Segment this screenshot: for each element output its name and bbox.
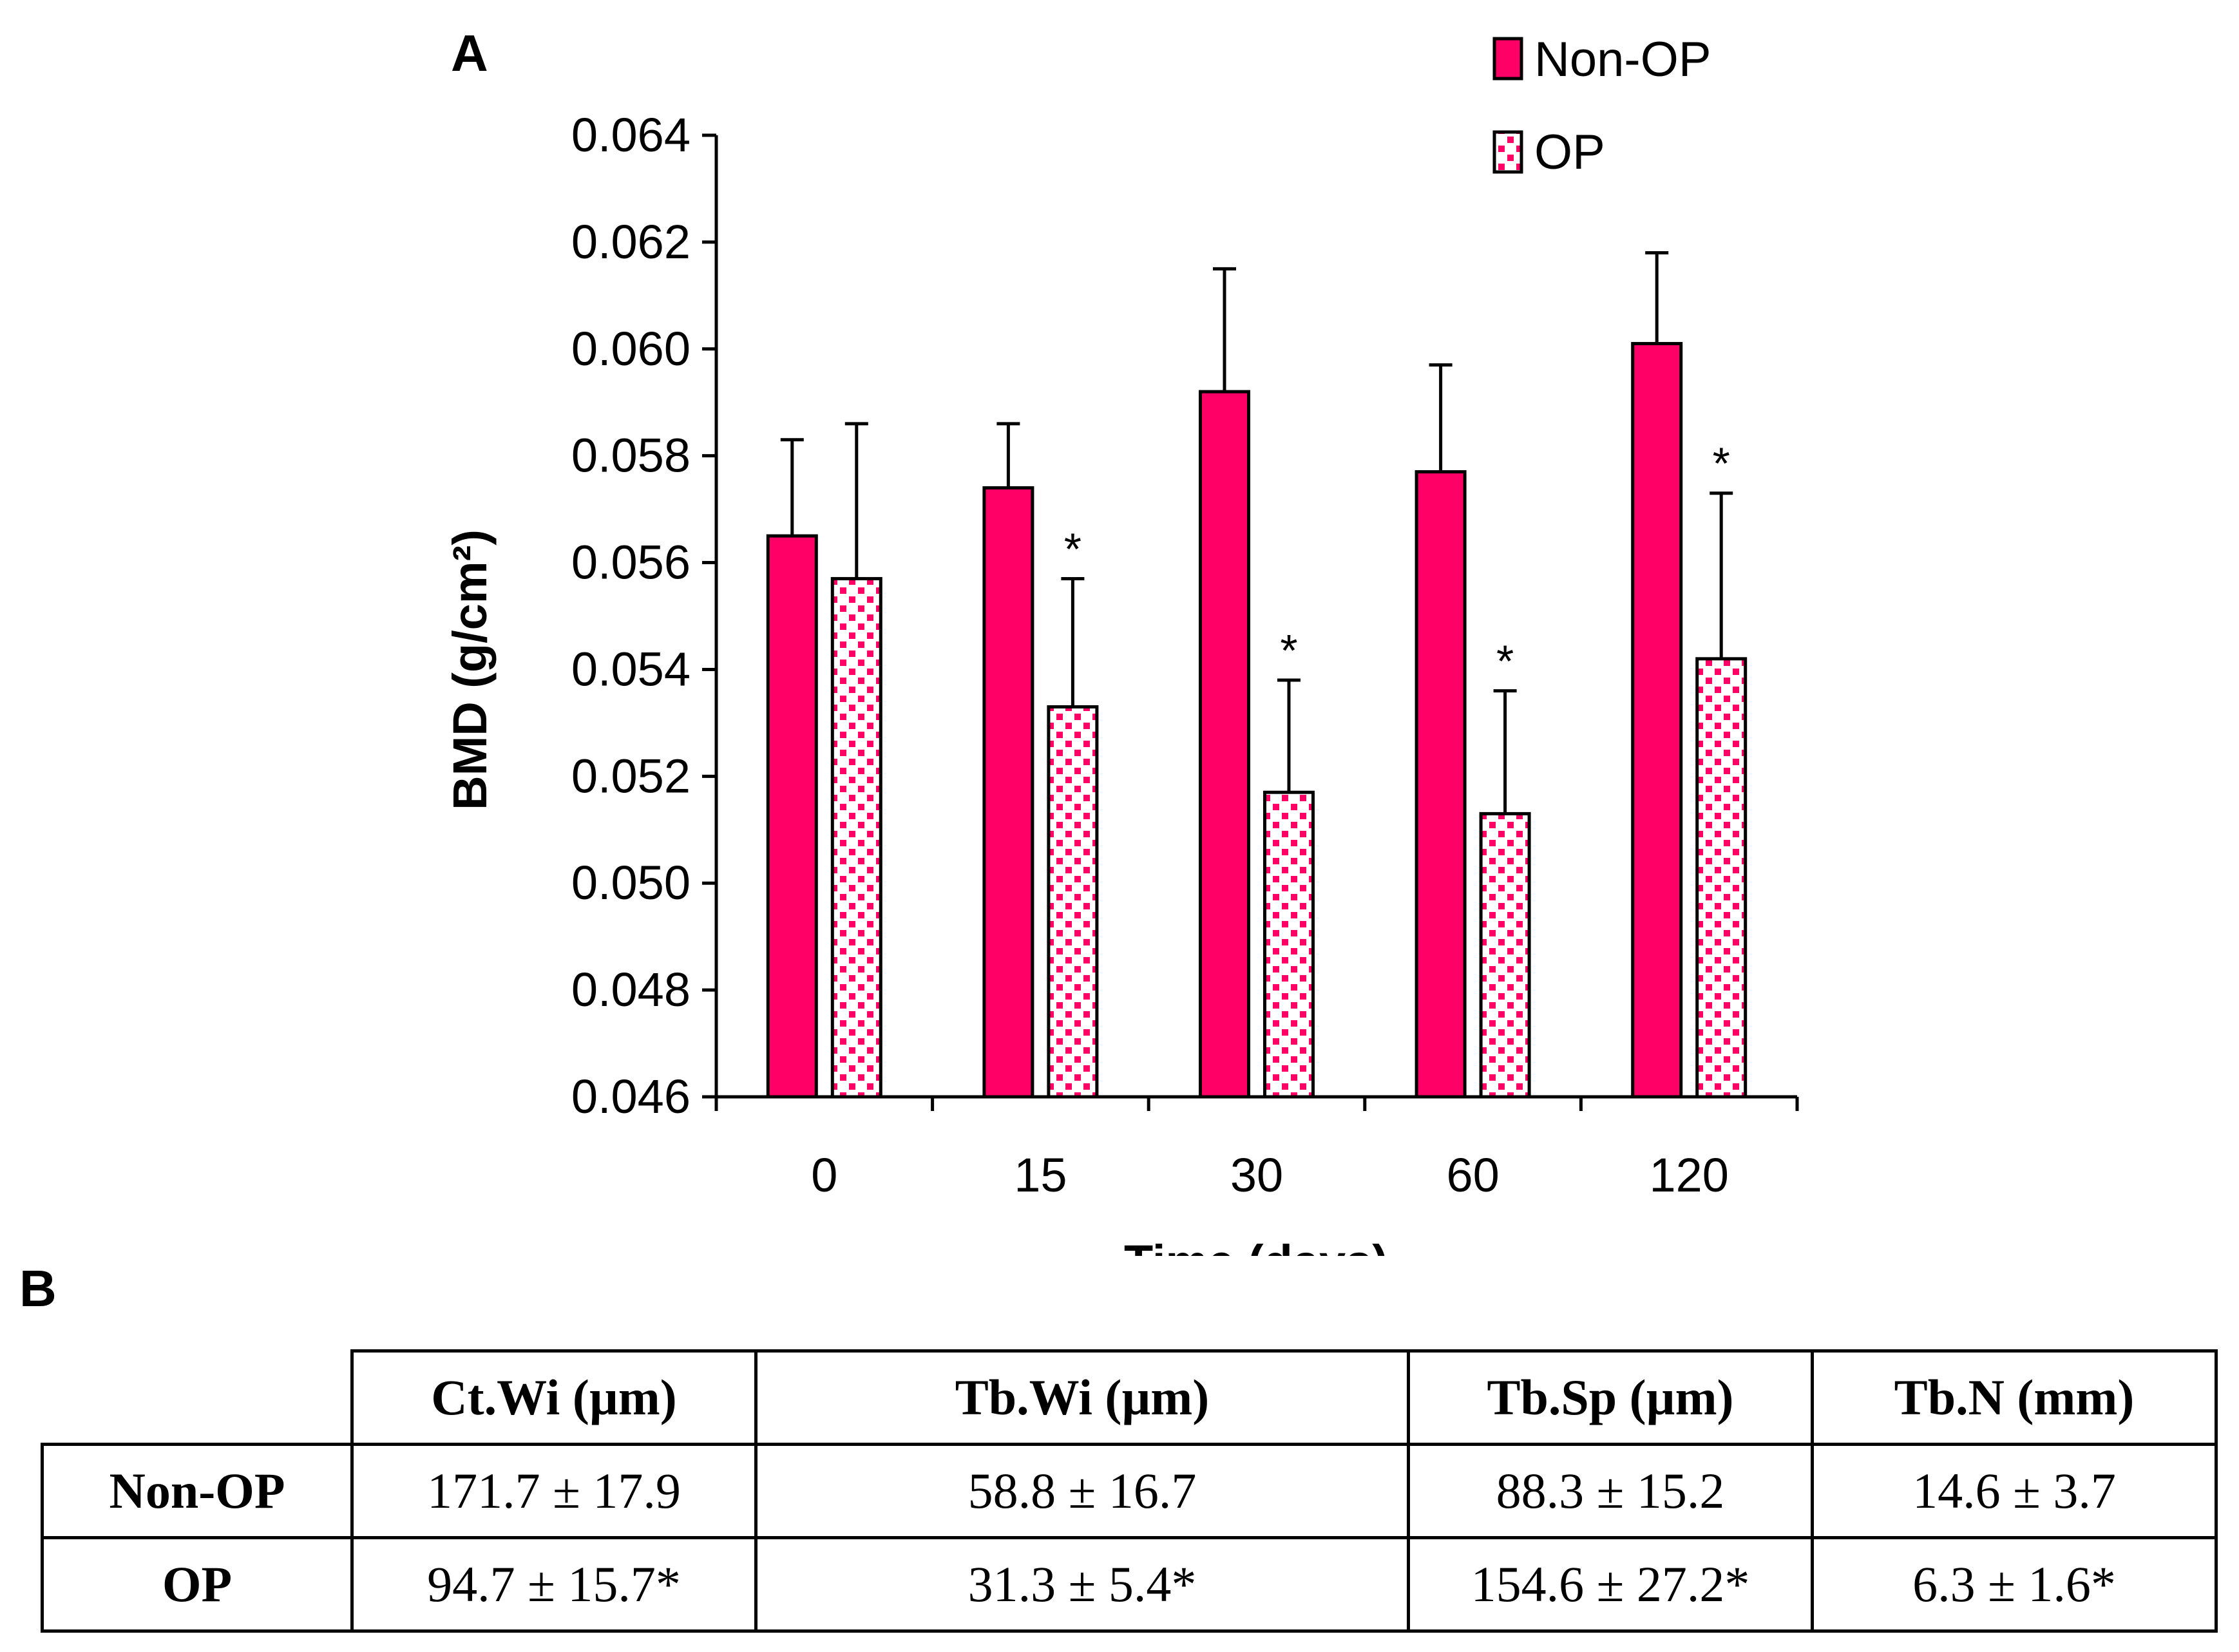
table-header-tb-n: Tb.N (mm): [1811, 1349, 2218, 1446]
table-cell: 31.3 ± 5.4*: [754, 1536, 1410, 1633]
table-row-label-op: OP: [41, 1536, 354, 1633]
y-tick-label: 0.052: [571, 749, 691, 802]
y-tick-label: 0.062: [571, 215, 691, 269]
bar-non-op: [766, 534, 818, 1099]
legend-label-non-op: Non-OP: [1534, 32, 1711, 87]
x-tick-label: 0: [811, 1148, 837, 1202]
x-tick-label: 15: [1014, 1148, 1067, 1202]
significance-marker: *: [1280, 625, 1297, 676]
table-cell: 171.7 ± 17.9: [350, 1443, 757, 1539]
table-cell: 94.7 ± 15.7*: [350, 1536, 757, 1633]
legend-swatch-op: [1492, 130, 1523, 174]
y-tick-label: 0.050: [571, 856, 691, 909]
table-header-tb-sp: Tb.Sp (µm): [1407, 1349, 1814, 1446]
morphometry-table: Ct.Wi (µm) Tb.Wi (µm) Tb.Sp (µm) Tb.N (m…: [41, 1349, 2218, 1633]
table-cell: 58.8 ± 16.7: [754, 1443, 1410, 1539]
table-cell: 6.3 ± 1.6*: [1811, 1536, 2218, 1633]
y-tick-label: 0.046: [571, 1070, 691, 1123]
panel-b-label: B: [19, 1260, 57, 1317]
x-axis-label: Time (days): [1124, 1235, 1388, 1256]
bar-non-op: [982, 486, 1034, 1099]
x-tick-label: 60: [1446, 1148, 1499, 1202]
table-row: OP 94.7 ± 15.7* 31.3 ± 5.4* 154.6 ± 27.2…: [41, 1536, 2218, 1633]
significance-marker: *: [1064, 524, 1081, 574]
table-row: Non-OP 171.7 ± 17.9 58.8 ± 16.7 88.3 ± 1…: [41, 1443, 2218, 1539]
y-tick-label: 0.048: [571, 963, 691, 1016]
bar-non-op: [1415, 470, 1467, 1099]
table-header-row: Ct.Wi (µm) Tb.Wi (µm) Tb.Sp (µm) Tb.N (m…: [42, 1349, 2218, 1446]
table-header-tb-wi: Tb.Wi (µm): [754, 1349, 1410, 1446]
table-header-ct-wi: Ct.Wi (µm): [350, 1349, 757, 1446]
bar-op: [1479, 812, 1531, 1099]
y-axis-label: BMD (g/cm²): [443, 529, 497, 810]
table-cell: 88.3 ± 15.2: [1407, 1443, 1814, 1539]
significance-marker: *: [1713, 439, 1730, 489]
bmd-bar-chart: A * * * * 0.046 0.048 0.050 0.052 0.054 0.056 0.0…: [443, 24, 1799, 1256]
y-tick-label: 0.060: [571, 322, 691, 375]
x-tick-label: 30: [1230, 1148, 1283, 1202]
bar-op: [1695, 657, 1748, 1099]
table-corner-cell: [42, 1351, 354, 1446]
legend-label-op: OP: [1534, 125, 1605, 180]
table-row-label-non-op: Non-OP: [41, 1443, 354, 1539]
legend: Non-OP OP: [1492, 32, 1711, 180]
y-tick-label: 0.054: [571, 642, 691, 696]
table-cell: 14.6 ± 3.7: [1811, 1443, 2218, 1539]
bar-op: [1263, 790, 1315, 1099]
bar-non-op: [1199, 390, 1250, 1099]
bar-op: [1047, 705, 1099, 1099]
x-tick-label: 120: [1649, 1148, 1728, 1202]
significance-marker: *: [1496, 636, 1514, 687]
bar-op: [830, 576, 882, 1099]
legend-swatch-non-op: [1492, 37, 1523, 81]
panel-a-label: A: [451, 24, 488, 82]
bar-non-op: [1631, 341, 1683, 1099]
y-tick-label: 0.056: [571, 536, 691, 589]
y-tick-label: 0.064: [571, 108, 691, 162]
y-tick-label: 0.058: [571, 429, 691, 482]
table-cell: 154.6 ± 27.2*: [1407, 1536, 1814, 1633]
